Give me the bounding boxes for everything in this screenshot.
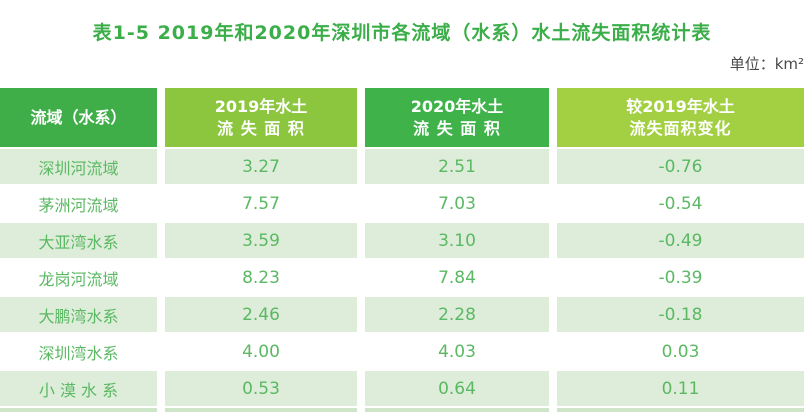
header-basin: 流域（水系） <box>0 88 157 147</box>
value-2019: 0.53 <box>165 371 357 406</box>
table-row: 大鹏湾水系 2.46 2.28 -0.18 <box>0 297 804 332</box>
basin-label: 深圳湾水系 <box>38 343 119 363</box>
value-change: 0.11 <box>557 371 804 406</box>
cutoff-cell <box>0 408 157 412</box>
soil-erosion-stats-table: 流域（水系） 2019年水土 流 失 面 积 2020年水土 流 失 面 积 较… <box>0 88 804 406</box>
value-2020: 2.28 <box>365 297 549 332</box>
table-row: 龙岗河流域 8.23 7.84 -0.39 <box>0 260 804 295</box>
basin-label: 大鹏湾水系 <box>0 297 157 332</box>
value-2019: 2.46 <box>165 297 357 332</box>
table-body: 深圳河流域 3.27 2.51 -0.76 茅洲河流域 7.57 7.03 -0.54 大亚湾水… <box>0 149 804 406</box>
table-row: 茅洲河流域 7.57 7.03 -0.54 <box>0 186 804 221</box>
table-row: 深圳河流域 3.27 2.51 -0.76 <box>0 149 804 184</box>
basin-label: 龙岗河流域 <box>38 269 119 289</box>
value-change: 0.03 <box>661 341 700 362</box>
value-change: -0.76 <box>557 149 804 184</box>
basin-label: 深圳河流域 <box>0 149 157 184</box>
next-row-cutoff-strip <box>0 408 804 412</box>
value-2020: 3.10 <box>365 223 549 258</box>
value-2020: 4.03 <box>438 341 476 362</box>
value-2020: 7.03 <box>438 193 476 214</box>
table-row: 大亚湾水系 3.59 3.10 -0.49 <box>0 223 804 258</box>
value-2019: 3.59 <box>165 223 357 258</box>
value-2019: 4.00 <box>242 341 280 362</box>
header-change-vs-2019: 较2019年水土 流失面积变化 <box>557 88 804 147</box>
basin-label: 茅洲河流域 <box>38 195 119 215</box>
value-2019: 3.27 <box>165 149 357 184</box>
value-change: -0.49 <box>557 223 804 258</box>
value-2019: 7.57 <box>242 193 280 214</box>
basin-label: 小 漠 水 系 <box>0 371 157 406</box>
value-change: -0.39 <box>658 267 703 288</box>
table-title: 表1-5 2019年和2020年深圳市各流域（水系）水土流失面积统计表 <box>92 22 712 44</box>
cutoff-cell <box>365 408 549 412</box>
header-2019-area: 2019年水土 流 失 面 积 <box>165 88 357 147</box>
header-2020-area: 2020年水土 流 失 面 积 <box>365 88 549 147</box>
basin-label: 大亚湾水系 <box>0 223 157 258</box>
unit-label: 单位：km² <box>729 55 804 73</box>
header-basin-label: 流域（水系） <box>30 107 127 127</box>
value-2020: 7.84 <box>438 267 476 288</box>
value-change: -0.18 <box>557 297 804 332</box>
table-row: 深圳湾水系 4.00 4.03 0.03 <box>0 334 804 369</box>
cutoff-cell <box>165 408 357 412</box>
value-2020: 2.51 <box>365 149 549 184</box>
value-change: -0.54 <box>658 193 703 214</box>
cutoff-cell <box>557 408 804 412</box>
table-header-row: 流域（水系） 2019年水土 流 失 面 积 2020年水土 流 失 面 积 较… <box>0 88 804 147</box>
table-row: 小 漠 水 系 0.53 0.64 0.11 <box>0 371 804 406</box>
value-2019: 8.23 <box>242 267 280 288</box>
value-2020: 0.64 <box>365 371 549 406</box>
